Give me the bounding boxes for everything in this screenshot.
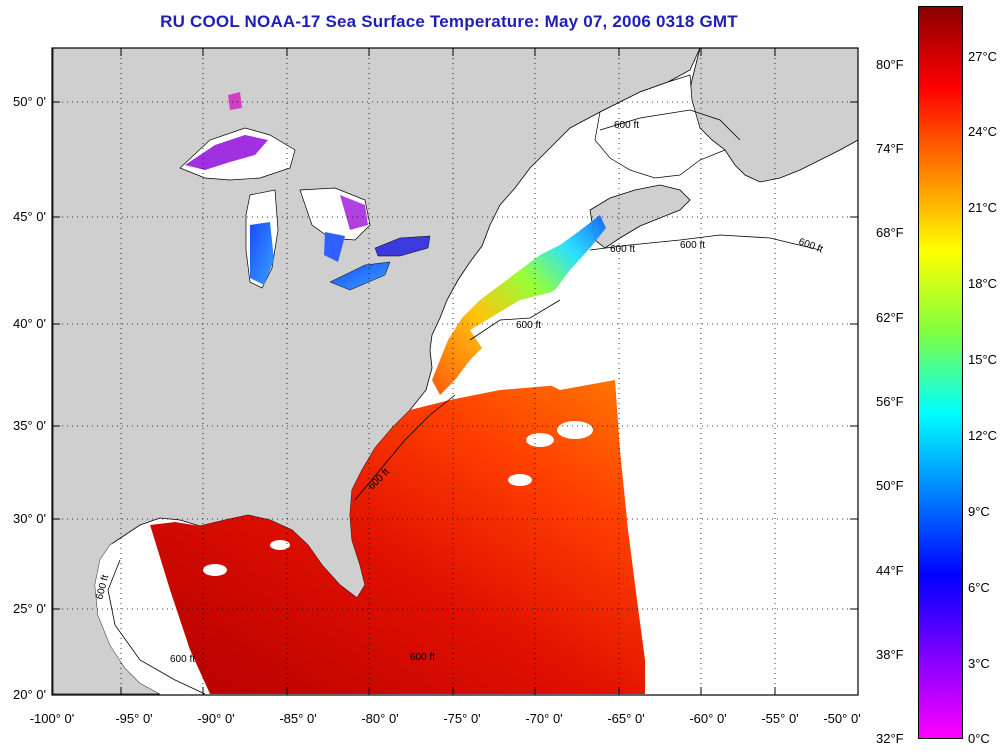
c-label-6: 6°C (968, 580, 990, 595)
cloud-cover (95, 200, 858, 694)
lat-label-35: 35° 0' (13, 418, 46, 433)
f-label-68: 68°F (876, 225, 904, 240)
lon-label-65: -65° 0' (607, 711, 644, 726)
lon-label-60: -60° 0' (689, 711, 726, 726)
c-label-9: 9°C (968, 504, 990, 519)
lon-label-75: -75° 0' (443, 711, 480, 726)
lat-label-25: 25° 0' (13, 601, 46, 616)
lat-label-20: 20° 0' (13, 687, 46, 702)
c-label-12: 12°C (968, 428, 998, 443)
lon-label-70: -70° 0' (525, 711, 562, 726)
map-title: RU COOL NOAA-17 Sea Surface Temperature:… (160, 12, 738, 31)
f-label-50: 50°F (876, 478, 904, 493)
temperature-colorbar (918, 6, 963, 739)
f-label-44: 44°F (876, 563, 904, 578)
svg-text:600 ft: 600 ft (516, 320, 541, 331)
c-label-15: 15°C (968, 352, 998, 367)
lat-label-40: 40° 0' (13, 316, 46, 331)
lon-label-80: -80° 0' (361, 711, 398, 726)
lat-label-30: 30° 0' (13, 511, 46, 526)
map-panel: 600 ft 600 ft 600 ft 600 ft 600 ft 600 f… (51, 47, 859, 696)
f-label-32: 32°F (876, 731, 904, 746)
svg-text:600 ft: 600 ft (410, 652, 435, 663)
f-label-80: 80°F (876, 57, 904, 72)
longitude-labels: -100° 0' -95° 0' -90° 0' -85° 0' -80° 0'… (30, 711, 861, 726)
lon-label-100: -100° 0' (30, 711, 75, 726)
lon-label-50: -50° 0' (823, 711, 860, 726)
svg-text:600 ft: 600 ft (614, 120, 639, 131)
gulf-st-lawrence (594, 74, 726, 179)
lat-label-45: 45° 0' (13, 209, 46, 224)
c-label-24: 24°C (968, 124, 998, 139)
lon-label-90: -90° 0' (197, 711, 234, 726)
lon-label-95: -95° 0' (115, 711, 152, 726)
c-label-0: 0°C (968, 731, 990, 746)
svg-text:600 ft: 600 ft (680, 240, 705, 251)
f-label-62: 62°F (876, 310, 904, 325)
isobath-600ft (107, 109, 821, 695)
c-label-21: 21°C (968, 200, 998, 215)
svg-text:600 ft: 600 ft (170, 654, 195, 665)
lat-label-50: 50° 0' (13, 94, 46, 109)
f-label-38: 38°F (876, 647, 904, 662)
c-label-18: 18°C (968, 276, 998, 291)
sst-warm-region (150, 380, 645, 694)
f-label-74: 74°F (876, 141, 904, 156)
lon-label-85: -85° 0' (279, 711, 316, 726)
great-lakes (179, 92, 431, 291)
c-label-3: 3°C (968, 656, 990, 671)
frame-ticks (52, 48, 858, 695)
lon-label-55: -55° 0' (761, 711, 798, 726)
c-label-27: 27°C (968, 49, 998, 64)
latitude-labels: 50° 0' 45° 0' 40° 0' 35° 0' 30° 0' 25° 0… (13, 94, 46, 702)
f-label-56: 56°F (876, 394, 904, 409)
svg-text:600 ft: 600 ft (610, 244, 635, 255)
